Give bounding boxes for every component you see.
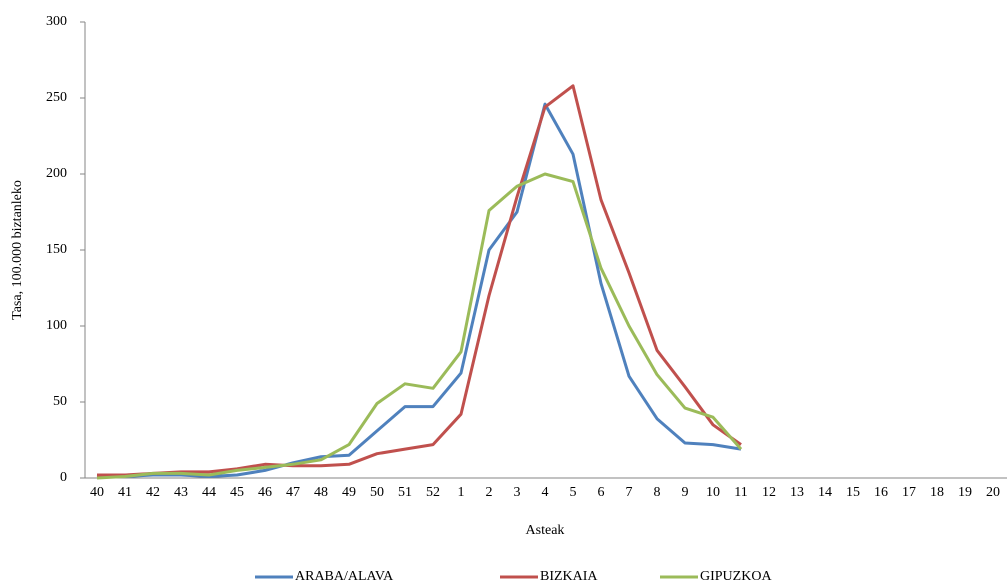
x-tick-label: 48	[314, 485, 328, 500]
x-tick-label: 49	[342, 485, 356, 500]
x-tick-label: 42	[146, 485, 160, 500]
x-tick-label: 4	[542, 485, 549, 500]
series-line	[97, 84, 742, 477]
x-axis-label: Asteak	[526, 523, 565, 538]
x-tick-label: 5	[570, 485, 577, 500]
y-tick-label: 0	[60, 470, 67, 485]
x-tick-label: 18	[930, 485, 944, 500]
x-tick-label: 19	[958, 485, 972, 500]
x-tick-label: 14	[818, 485, 832, 500]
x-tick-label: 2	[486, 485, 493, 500]
legend-label: GIPUZKOA	[700, 569, 772, 584]
x-tick-label: 20	[986, 485, 1000, 500]
x-tick-label: 50	[370, 485, 384, 500]
y-tick-label: 100	[46, 318, 67, 333]
y-tick-label: 250	[46, 90, 67, 105]
y-tick-label: 200	[46, 166, 67, 181]
x-tick-label: 12	[762, 485, 776, 500]
x-tick-label: 11	[734, 485, 747, 500]
x-tick-label: 8	[654, 485, 661, 500]
x-tick-label: 40	[90, 485, 104, 500]
x-tick-label: 10	[706, 485, 720, 500]
x-tick-label: 3	[514, 485, 521, 500]
x-tick-label: 46	[258, 485, 272, 500]
x-tick-label: 41	[118, 485, 132, 500]
x-tick-label: 45	[230, 485, 244, 500]
x-tick-label: 51	[398, 485, 412, 500]
legend-label: BIZKAIA	[540, 569, 598, 584]
y-tick-label: 300	[46, 14, 67, 29]
x-tick-label: 16	[874, 485, 888, 500]
x-tick-label: 13	[790, 485, 804, 500]
x-tick-label: 7	[626, 485, 633, 500]
series-line	[96, 102, 742, 478]
y-axis-label: Tasa, 100.000 biztanleko	[10, 180, 25, 320]
x-tick-label: 47	[286, 485, 300, 500]
x-tick-label: 44	[202, 485, 216, 500]
x-tick-label: 9	[682, 485, 689, 500]
legend-label: ARABA/ALAVA	[295, 569, 394, 584]
x-tick-label: 52	[426, 485, 440, 500]
y-tick-label: 50	[53, 394, 67, 409]
x-tick-label: 43	[174, 485, 188, 500]
x-tick-label: 6	[598, 485, 605, 500]
series-line	[96, 172, 743, 480]
x-tick-label: 15	[846, 485, 860, 500]
x-tick-label: 17	[902, 485, 916, 500]
x-tick-label: 1	[458, 485, 465, 500]
y-tick-label: 150	[46, 242, 67, 257]
